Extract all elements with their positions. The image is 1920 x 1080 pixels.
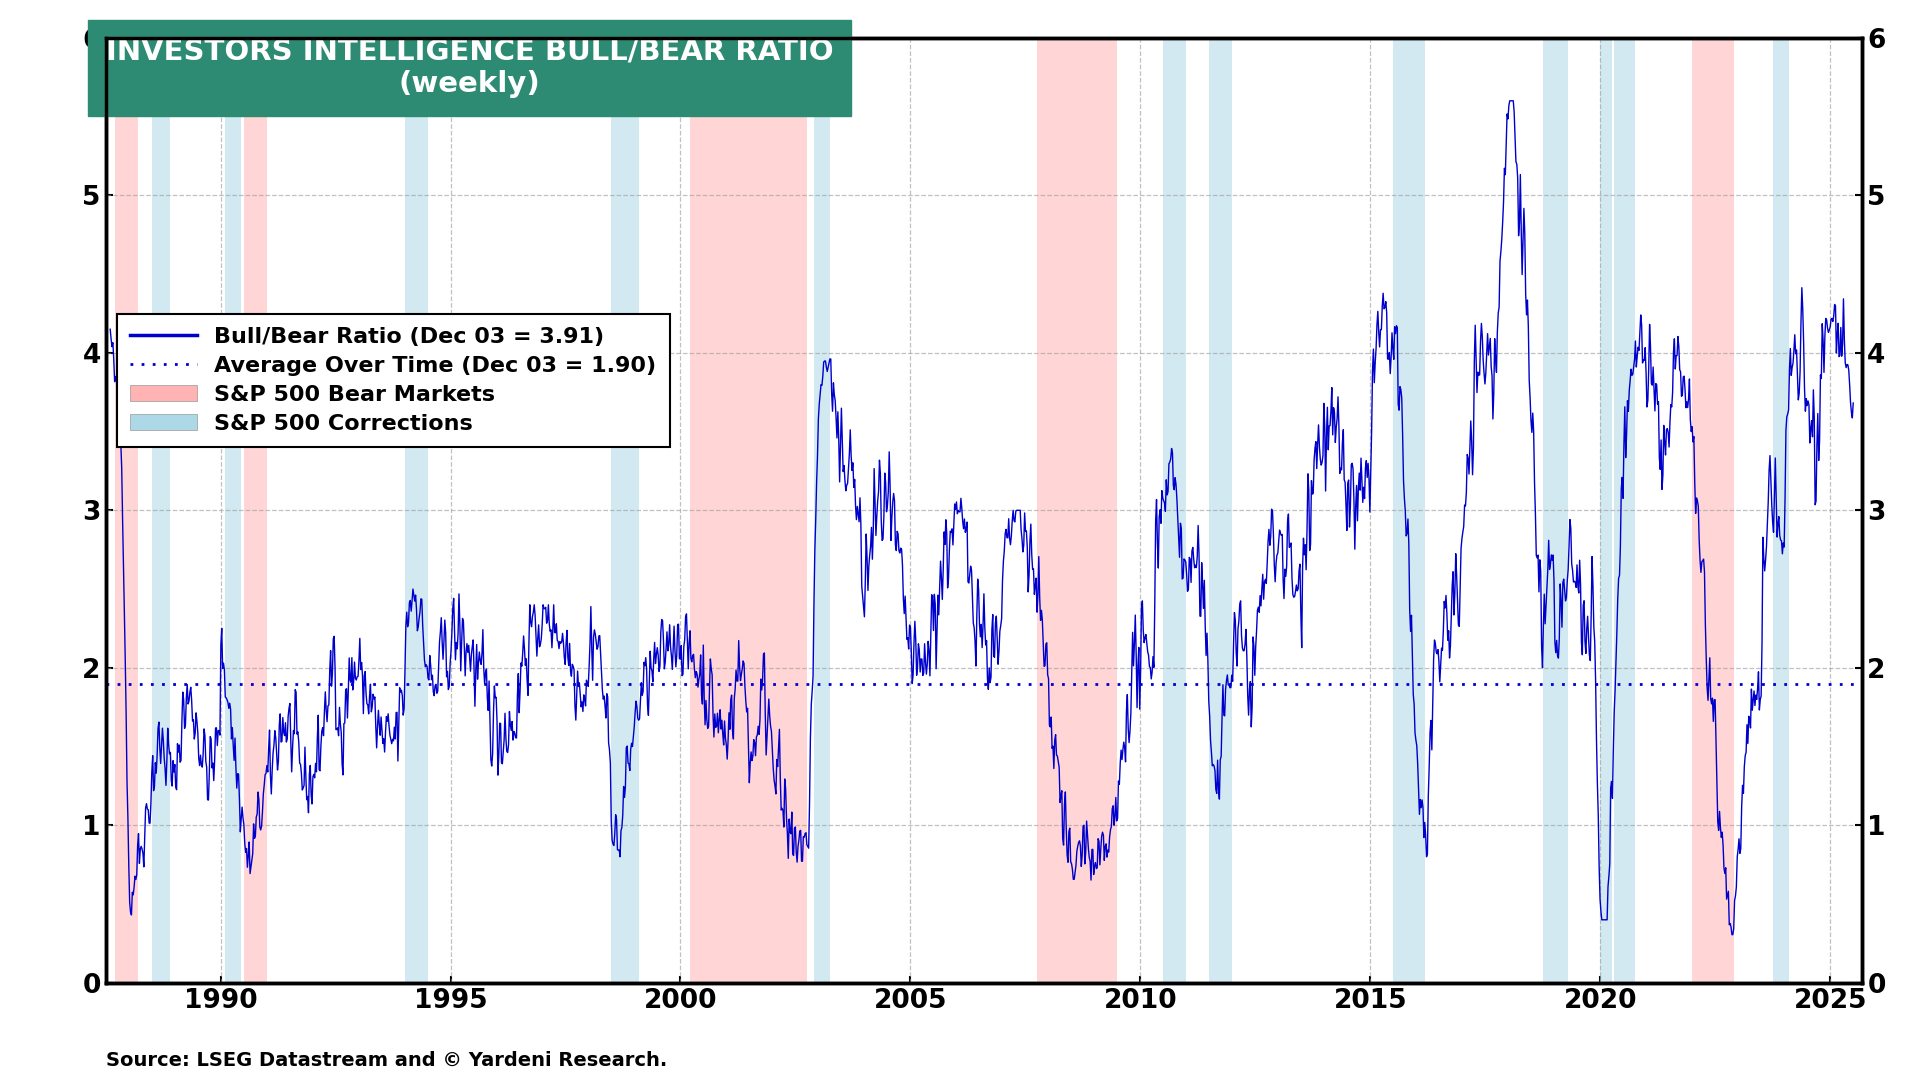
Bar	[814, 38, 829, 983]
Bar	[1772, 38, 1789, 983]
Bar	[1037, 38, 1117, 983]
Bar	[1692, 38, 1734, 983]
Bar	[1164, 38, 1187, 983]
Bar	[611, 38, 639, 983]
Bar	[244, 38, 267, 983]
Bar	[1394, 38, 1425, 983]
Bar	[1544, 38, 1569, 983]
Bar	[405, 38, 428, 983]
Text: Source: LSEG Datastream and © Yardeni Research.: Source: LSEG Datastream and © Yardeni Re…	[106, 1051, 666, 1070]
Bar	[1210, 38, 1233, 983]
Bar	[1599, 38, 1611, 983]
Legend: Bull/Bear Ratio (Dec 03 = 3.91), Average Over Time (Dec 03 = 1.90), S&P 500 Bear: Bull/Bear Ratio (Dec 03 = 3.91), Average…	[117, 313, 670, 447]
Text: INVESTORS INTELLIGENCE BULL/BEAR RATIO
(weekly): INVESTORS INTELLIGENCE BULL/BEAR RATIO (…	[106, 38, 833, 98]
Bar	[152, 38, 171, 983]
Bar	[115, 38, 138, 983]
Bar	[689, 38, 806, 983]
Bar	[225, 38, 242, 983]
Bar	[1615, 38, 1634, 983]
